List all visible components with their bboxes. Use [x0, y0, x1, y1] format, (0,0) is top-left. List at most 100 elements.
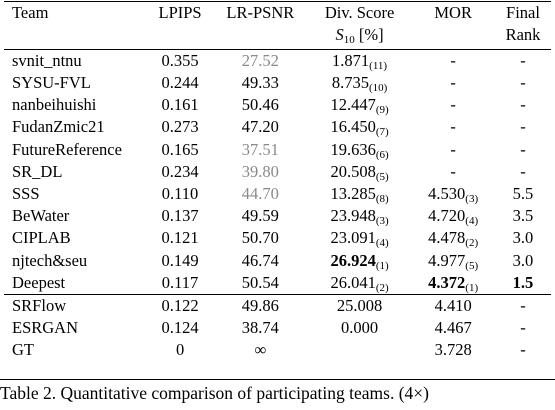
table-row: Deepest 0.117 50.54 26.041(2) 4.372(1) 1.5: [4, 272, 551, 295]
baseline-div-score-cell: 0.000: [308, 317, 412, 339]
final-rank-cell: 1.5: [495, 272, 551, 295]
table-row: BeWater 0.137 49.59 23.948(3) 4.720(4) 3.5: [4, 205, 551, 227]
final-rank-cell: -: [495, 72, 551, 94]
lr-psnr-cell: 46.74: [213, 250, 308, 272]
div-score-value: 19.636: [330, 139, 376, 159]
team-name-cell: Deepest: [4, 272, 147, 295]
baseline-div-score: 0.000: [341, 318, 379, 338]
div-score-cell: 26.041(2): [308, 272, 412, 295]
baseline-mor-cell: 3.728: [411, 339, 495, 361]
team-name-cell: BeWater: [4, 205, 147, 227]
final-rank-cell: 3.0: [495, 228, 551, 250]
final-rank-value: 1.5: [512, 272, 534, 292]
final-rank-cell: -: [495, 117, 551, 139]
mor-rank: (5): [465, 259, 479, 272]
final-rank-cell: -: [495, 161, 551, 183]
team-name-cell: nanbeihuishi: [4, 94, 147, 116]
lr-psnr-cell: 39.80: [213, 161, 308, 183]
lpips-value: 0.234: [161, 161, 199, 181]
results-table-container: Team LPIPS LR-PSNR Div. Score MOR Final …: [4, 1, 551, 362]
lr-psnr-value: 50.54: [241, 272, 279, 292]
mor-value: 4.478: [428, 228, 466, 248]
lr-psnr-cell: 50.46: [213, 94, 308, 116]
baseline-lr-psnr: 38.74: [241, 318, 279, 338]
lr-psnr-cell: 47.20: [213, 117, 308, 139]
team-name-cell: CIPLAB: [4, 228, 147, 250]
div-score-cell: 16.450(7): [308, 117, 412, 139]
div-score-value: 16.450: [330, 117, 376, 137]
lr-psnr-cell: 37.51: [213, 139, 308, 161]
div-symbol-s: S: [335, 25, 344, 44]
final-rank-value: -: [520, 73, 526, 93]
team-name-cell: SYSU-FVL: [4, 72, 147, 94]
baseline-div-score: 25.008: [336, 295, 383, 315]
mor-cell: -: [411, 161, 495, 183]
table-row: nanbeihuishi 0.161 50.46 12.447(9) - -: [4, 94, 551, 116]
div-score-value: 23.948: [330, 206, 376, 226]
final-rank-cell: -: [495, 94, 551, 116]
baseline-name: GT: [12, 340, 34, 360]
team-name: SR_DL: [12, 161, 63, 181]
lr-psnr-value: 50.70: [241, 228, 279, 248]
lpips-value: 0.165: [161, 139, 199, 159]
lpips-cell: 0.165: [147, 139, 213, 161]
div-score-rank: (9): [375, 104, 389, 117]
lpips-cell: 0.137: [147, 205, 213, 227]
final-rank-value: 3.0: [512, 250, 534, 270]
lpips-cell: 0.234: [147, 161, 213, 183]
lr-psnr-value: 49.33: [241, 73, 279, 93]
baseline-final-rank-cell: -: [495, 339, 551, 361]
final-rank-cell: 3.5: [495, 205, 551, 227]
div-score-cell: 23.948(3): [308, 205, 412, 227]
lpips-value: 0.121: [161, 228, 199, 248]
final-rank-cell: -: [495, 139, 551, 161]
team-name-cell: svnit_ntnu: [4, 49, 148, 73]
lpips-cell: 0.273: [147, 117, 213, 139]
baseline-lpips: 0.124: [161, 318, 199, 338]
table-row: njtech&seu 0.149 46.74 26.924(1) 4.977(5) 3.0: [4, 250, 551, 272]
team-name: njtech&seu: [12, 250, 88, 270]
lpips-cell: 0.244: [147, 72, 213, 94]
div-score-cell: 12.447(9): [308, 94, 412, 116]
mor-cell: 4.478(2): [411, 228, 495, 250]
mor-value: -: [450, 50, 456, 70]
div-score-value: 1.871: [332, 50, 370, 70]
baseline-lr-psnr-cell: ∞: [213, 339, 308, 361]
div-score-rank: (2): [375, 281, 389, 294]
table-row: CIPLAB 0.121 50.70 23.091(4) 4.478(2) 3.0: [4, 228, 551, 250]
div-symbol-sub: 10: [343, 34, 355, 46]
baseline-final-rank-cell: -: [494, 294, 551, 318]
div-score-cell: 20.508(5): [308, 161, 412, 183]
baseline-mor-cell: 4.467: [411, 317, 495, 339]
lr-psnr-value: 37.51: [241, 139, 279, 159]
baseline-lpips-cell: 0: [147, 339, 213, 361]
header-row-2: S10 [%] Rank: [4, 25, 551, 50]
team-name: SSS: [12, 183, 40, 203]
lr-psnr-cell: 50.54: [213, 272, 308, 295]
baseline-name-cell: ESRGAN: [4, 317, 147, 339]
team-name-cell: SSS: [4, 183, 147, 205]
div-score-value: 8.735: [331, 73, 369, 93]
lpips-value: 0.117: [161, 272, 199, 292]
mor-cell: 4.977(5): [411, 250, 495, 272]
baseline-row: SRFlow 0.122 49.86 25.008 4.410 -: [4, 294, 551, 318]
final-rank-value: 3.5: [512, 206, 534, 226]
baseline-name: SRFlow: [12, 295, 67, 315]
div-score-value: 12.447: [330, 95, 376, 115]
lpips-value: 0.355: [161, 50, 199, 70]
baseline-lr-psnr: 49.86: [241, 295, 279, 315]
lpips-cell: 0.149: [147, 250, 213, 272]
header-team-blank: [4, 27, 147, 50]
div-score-cell: 19.636(6): [308, 139, 412, 161]
lr-psnr-value: 46.74: [241, 250, 279, 270]
team-name: svnit_ntnu: [12, 50, 82, 70]
lr-psnr-cell: 27.52: [212, 49, 308, 73]
team-name: Deepest: [12, 272, 66, 292]
header-team: Team: [4, 1, 148, 27]
lr-psnr-value: 27.52: [241, 50, 279, 70]
baseline-mor: 3.728: [434, 340, 472, 360]
team-name: FudanZmic21: [12, 117, 105, 137]
mor-cell: -: [411, 94, 495, 116]
mor-value: 4.372: [428, 272, 466, 292]
final-rank-value: 5.5: [512, 183, 534, 203]
